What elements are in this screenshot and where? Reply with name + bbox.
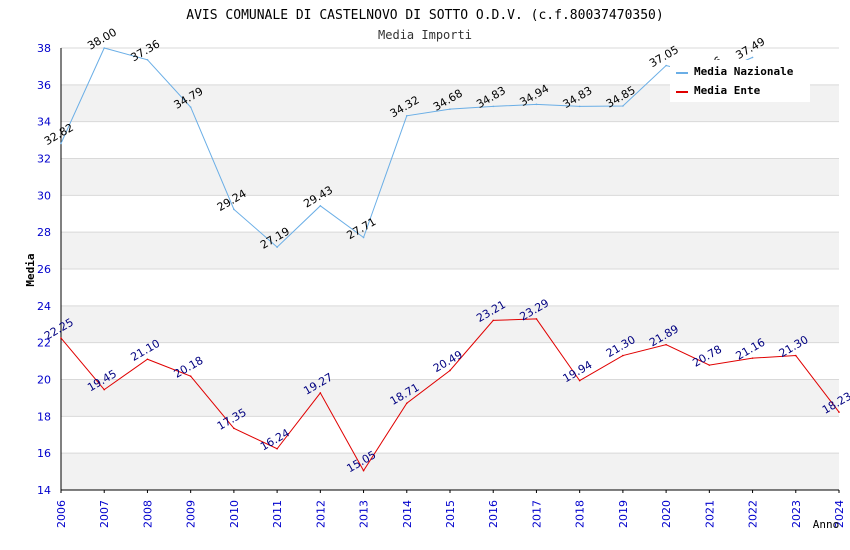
- legend-box: [670, 60, 810, 102]
- y-tick-label: 26: [37, 263, 51, 276]
- x-tick-label: 2018: [574, 500, 587, 528]
- x-axis-label: Anno: [813, 518, 840, 531]
- data-point-media-ente: [60, 337, 62, 339]
- y-tick-label: 38: [37, 42, 51, 55]
- y-tick-label: 20: [37, 374, 51, 387]
- data-point-media-nazionale: [60, 142, 62, 145]
- x-tick-label: 2010: [228, 500, 241, 528]
- x-tick-label: 2019: [617, 500, 630, 528]
- legend-label-media-ente: Media Ente: [694, 84, 761, 97]
- series-group: [60, 47, 840, 472]
- x-tick-label: 2015: [444, 500, 457, 528]
- x-tick-label: 2021: [703, 500, 716, 528]
- data-label-media-nazionale: 38.00: [85, 26, 119, 53]
- x-tick-label: 2008: [141, 500, 154, 528]
- y-tick-label: 36: [37, 79, 51, 92]
- plot-bands: [61, 84, 839, 490]
- x-tick-label: 2016: [487, 500, 500, 528]
- data-point-media-nazionale: [233, 208, 235, 211]
- x-tick-label: 2011: [271, 500, 284, 528]
- chart-subtitle: Media Importi: [378, 28, 472, 42]
- data-point-media-ente: [794, 354, 797, 357]
- y-axis-label: Media: [24, 253, 37, 286]
- data-label-media-ente: 20.78: [690, 343, 724, 370]
- y-tick-label: 34: [37, 116, 51, 129]
- data-point-media-nazionale: [492, 105, 495, 108]
- data-point-media-ente: [362, 469, 365, 472]
- x-tick-label: 2023: [790, 500, 803, 528]
- plot-band: [61, 305, 839, 343]
- axes: [60, 48, 840, 493]
- data-point-media-ente: [405, 402, 408, 405]
- x-tick-label: 2014: [401, 500, 414, 528]
- y-tick-label: 16: [37, 447, 51, 460]
- data-point-media-ente: [233, 427, 235, 430]
- data-point-media-nazionale: [535, 103, 538, 106]
- data-point-media-ente: [103, 388, 106, 391]
- data-point-media-ente: [622, 354, 624, 357]
- plot-band: [61, 158, 839, 196]
- data-point-media-nazionale: [405, 114, 408, 117]
- data-label-media-nazionale: 37.36: [128, 37, 162, 64]
- y-tick-label: 28: [37, 226, 51, 239]
- data-point-media-ente: [276, 447, 278, 450]
- y-tick-label: 14: [37, 484, 51, 497]
- chart-title: AVIS COMUNALE DI CASTELNOVO DI SOTTO O.D…: [186, 8, 663, 23]
- legend: Media Nazionale Media Ente: [670, 60, 810, 102]
- legend-label-media-nazionale: Media Nazionale: [694, 65, 794, 78]
- plot-band: [61, 379, 839, 417]
- data-point-media-nazionale: [665, 64, 667, 67]
- data-point-media-nazionale: [189, 106, 192, 108]
- data-point-media-nazionale: [578, 105, 581, 108]
- data-point-media-nazionale: [622, 105, 624, 107]
- x-tick-label: 2017: [530, 500, 543, 528]
- data-point-media-nazionale: [449, 108, 451, 110]
- x-tick-label: 2022: [747, 500, 760, 528]
- y-tick-label: 22: [37, 337, 51, 350]
- data-point-media-nazionale: [319, 205, 322, 207]
- data-point-media-ente: [751, 357, 754, 359]
- series-line-media-nazionale: [60, 47, 753, 248]
- data-point-media-nazionale: [103, 47, 106, 49]
- data-point-media-nazionale: [751, 56, 754, 59]
- data-point-media-ente: [319, 392, 322, 394]
- data-point-media-ente: [665, 343, 667, 346]
- data-point-media-ente: [449, 369, 451, 372]
- data-point-media-ente: [708, 364, 711, 366]
- data-point-media-ente: [492, 319, 495, 322]
- data-point-media-ente: [146, 358, 149, 361]
- y-tick-label: 24: [37, 300, 51, 313]
- x-tick-label: 2007: [98, 500, 111, 528]
- x-tick-label: 2013: [358, 500, 371, 528]
- data-label-media-ente: 20.18: [172, 354, 206, 381]
- y-tick-label: 32: [37, 153, 51, 166]
- data-label-media-ente: 20.49: [431, 348, 465, 375]
- data-point-media-nazionale: [276, 246, 278, 248]
- grid-lines: [61, 47, 839, 491]
- x-tick-labels: 2006 2007 2008 2009 2010 2011 2012 2013 2014 2015…: [55, 500, 846, 528]
- x-tick-label: 2024: [833, 500, 846, 528]
- data-point-media-ente: [535, 318, 538, 320]
- y-tick-labels: 14 16 18 20 22 24 26 28 30 32 34 36 38: [37, 42, 51, 497]
- data-point-media-ente: [838, 411, 840, 413]
- x-tick-label: 2012: [314, 500, 327, 528]
- plot-band: [61, 232, 839, 269]
- x-tick-label: 2009: [185, 500, 198, 528]
- data-point-media-nazionale: [146, 58, 149, 61]
- y-tick-label: 18: [37, 410, 51, 423]
- data-label-media-ente: 16.24: [258, 426, 292, 453]
- x-tick-label: 2020: [660, 500, 673, 528]
- y-tick-label: 30: [37, 189, 51, 202]
- data-point-media-ente: [189, 375, 192, 377]
- data-point-media-nazionale: [362, 236, 365, 239]
- data-point-media-ente: [578, 379, 581, 382]
- x-tick-label: 2006: [55, 500, 68, 528]
- plot-band: [61, 453, 839, 490]
